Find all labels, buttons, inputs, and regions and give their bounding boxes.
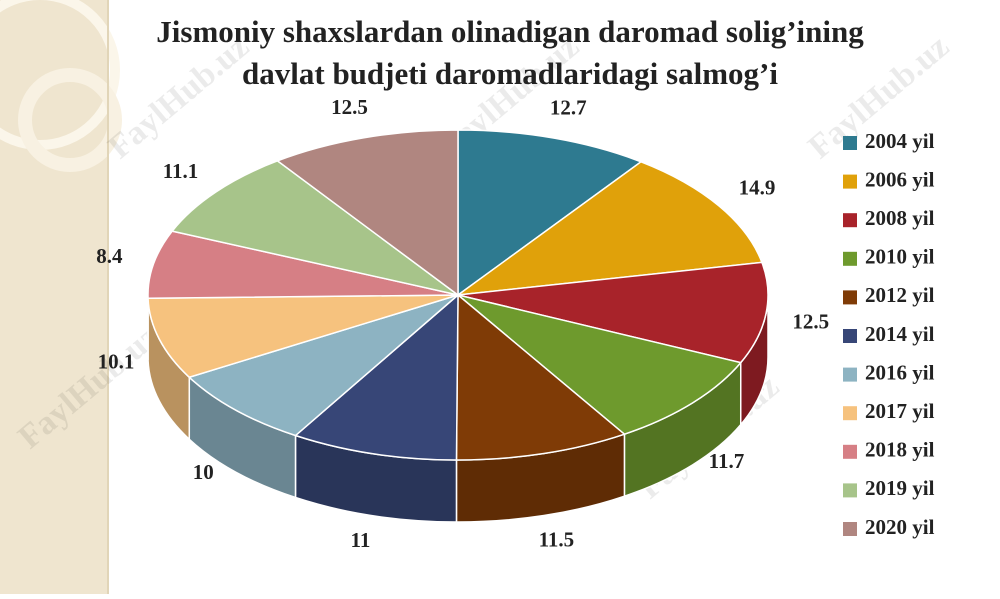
legend-label: 2004 yil xyxy=(865,129,935,153)
legend-label: 2016 yil xyxy=(865,360,935,384)
legend-label: 2020 yil xyxy=(865,515,935,539)
chart-title: Jismoniy shaxslardan olinadigan daromad … xyxy=(156,14,864,49)
data-label: 11.7 xyxy=(709,449,745,473)
data-label: 8.4 xyxy=(96,244,123,268)
data-label: 11.1 xyxy=(163,159,199,183)
legend-swatch xyxy=(843,136,857,150)
legend-swatch xyxy=(843,368,857,382)
data-label: 12.5 xyxy=(331,95,368,119)
data-label: 11.5 xyxy=(539,528,575,552)
legend-label: 2010 yil xyxy=(865,245,935,269)
legend-swatch xyxy=(843,252,857,266)
chart-subtitle: davlat budjeti daromadlaridagi salmog’i xyxy=(242,56,778,91)
legend-label: 2019 yil xyxy=(865,476,935,500)
data-label: 10.1 xyxy=(98,350,135,374)
side-decoration xyxy=(0,0,108,594)
data-label: 12.7 xyxy=(550,95,587,119)
data-label: 10 xyxy=(193,460,214,484)
legend-label: 2012 yil xyxy=(865,283,935,307)
legend-swatch xyxy=(843,175,857,189)
legend-label: 2014 yil xyxy=(865,322,935,346)
legend-label: 2008 yil xyxy=(865,206,935,230)
legend-swatch xyxy=(843,483,857,497)
legend-swatch xyxy=(843,522,857,536)
legend-swatch xyxy=(843,445,857,459)
legend-swatch xyxy=(843,329,857,343)
data-label: 14.9 xyxy=(739,176,776,200)
data-label: 11 xyxy=(351,528,371,552)
legend-label: 2006 yil xyxy=(865,167,935,191)
legend-swatch xyxy=(843,290,857,304)
legend-swatch xyxy=(843,406,857,420)
legend-label: 2018 yil xyxy=(865,438,935,462)
legend-label: 2017 yil xyxy=(865,399,935,423)
legend-swatch xyxy=(843,213,857,227)
data-label: 12.5 xyxy=(792,309,829,333)
